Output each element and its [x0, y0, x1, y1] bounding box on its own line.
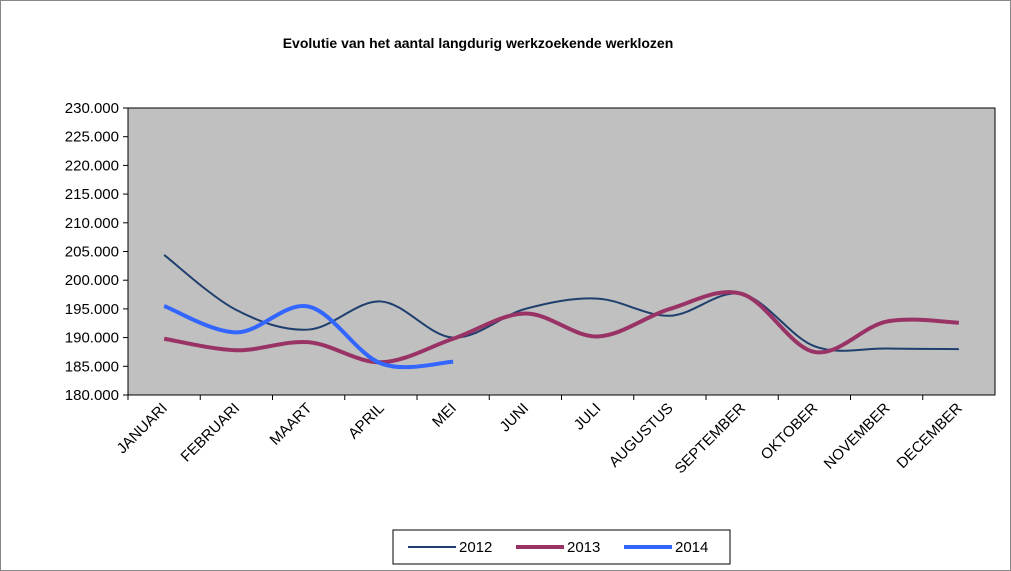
series-line	[163, 304, 454, 370]
y-tick-label: 230.000	[65, 100, 119, 117]
chart-title: Evolutie van het aantal langdurig werkzo…	[283, 35, 674, 51]
legend-label: 2013	[567, 539, 600, 556]
y-tick-label: 220.000	[65, 157, 119, 174]
series-line	[163, 290, 959, 365]
plot-area	[127, 107, 996, 396]
legend-label: 2012	[459, 539, 492, 556]
y-tick-label: 210.000	[65, 215, 119, 232]
y-tick-label: 190.000	[65, 330, 119, 347]
y-tick-label: 200.000	[65, 272, 119, 289]
y-tick-label: 215.000	[65, 186, 119, 203]
y-tick-label: 195.000	[65, 301, 119, 318]
legend-label: 2014	[675, 539, 708, 556]
y-tick-label: 225.000	[65, 129, 119, 146]
y-tick-label: 205.000	[65, 244, 119, 261]
y-tick-label: 185.000	[65, 358, 119, 375]
y-tick-label: 180.000	[65, 387, 119, 404]
series-line	[163, 254, 959, 352]
